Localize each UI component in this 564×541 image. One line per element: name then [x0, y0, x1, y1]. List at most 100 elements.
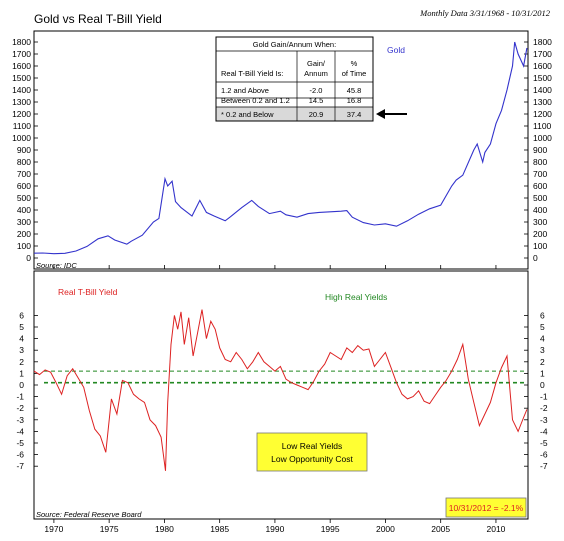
gold-ytick-label-right: 1200 [533, 109, 552, 119]
yield-ytick-label-right: -1 [540, 392, 548, 402]
stats-table-title: Gold Gain/Annum When: [253, 40, 336, 49]
yield-ytick-label-left: 6 [19, 310, 24, 320]
xtick-label: 2005 [431, 524, 450, 534]
xtick-label: 1970 [44, 524, 63, 534]
yield-ytick-label-left: -1 [16, 392, 24, 402]
gold-ytick-label-right: 200 [533, 229, 547, 239]
stats-table-cell: 45.8 [347, 86, 362, 95]
high-real-yields-label: High Real Yields [325, 292, 387, 302]
gold-ytick-label-right: 1000 [533, 133, 552, 143]
yield-ytick-label-left: -3 [16, 415, 24, 425]
yield-ytick-label-right: 0 [540, 380, 545, 390]
yield-ytick-label-right: -7 [540, 461, 548, 471]
gold-ytick-label-left: 1700 [12, 49, 31, 59]
xtick-label: 1995 [321, 524, 340, 534]
yield-ytick-label-right: -6 [540, 450, 548, 460]
gold-ytick-label-left: 1300 [12, 97, 31, 107]
gold-ytick-label-right: 1800 [533, 37, 552, 47]
stats-table-border [215, 36, 374, 122]
gold-series-label: Gold [387, 45, 405, 55]
yield-ytick-label-left: -5 [16, 438, 24, 448]
xtick-label: 1990 [265, 524, 284, 534]
gold-ytick-label-right: 1300 [533, 97, 552, 107]
low-opportunity-cost-label: Low Opportunity Cost [271, 454, 353, 464]
yield-ytick-label-right: 6 [540, 310, 545, 320]
gold-ytick-label-left: 1500 [12, 73, 31, 83]
chart-title: Gold vs Real T-Bill Yield [34, 12, 162, 26]
stats-table-cell: 37.4 [347, 110, 362, 119]
gold-ytick-label-left: 1800 [12, 37, 31, 47]
gold-ytick-label-right: 300 [533, 217, 547, 227]
gold-ytick-label-left: 0 [26, 253, 31, 263]
gold-ytick-label-left: 1600 [12, 61, 31, 71]
xtick-label: 2010 [486, 524, 505, 534]
low-yields-callout-box [256, 432, 368, 472]
pointer-arrow-head [376, 109, 385, 119]
gold-ytick-label-right: 600 [533, 181, 547, 191]
stats-table-header: % [351, 59, 358, 68]
data-range-note: Monthly Data 3/31/1968 - 10/31/2012 [420, 8, 550, 18]
xtick-label: 2000 [376, 524, 395, 534]
yield-ytick-label-left: -4 [16, 426, 24, 436]
yield-ytick-label-left: -6 [16, 450, 24, 460]
gold-ytick-label-right: 1500 [533, 73, 552, 83]
stats-table-cell: 1.2 and Above [221, 86, 269, 95]
yield-ytick-label-right: -2 [540, 403, 548, 413]
gold-ytick-label-left: 1000 [12, 133, 31, 143]
gold-ytick-label-right: 700 [533, 169, 547, 179]
stats-table-header: Real T-Bill Yield Is: [221, 69, 283, 78]
yield-ytick-label-right: 4 [540, 334, 545, 344]
gold-ytick-label-right: 1700 [533, 49, 552, 59]
gold-ytick-label-right: 1600 [533, 61, 552, 71]
yield-ytick-label-right: -3 [540, 415, 548, 425]
gold-ytick-label-right: 800 [533, 157, 547, 167]
yield-ytick-label-left: 3 [19, 345, 24, 355]
xtick-label: 1980 [155, 524, 174, 534]
latest-value-box [445, 497, 527, 518]
real-yield-line [33, 309, 528, 471]
xtick-label: 1985 [210, 524, 229, 534]
gold-ytick-label-right: 0 [533, 253, 538, 263]
yield-ytick-label-right: 1 [540, 368, 545, 378]
gold-ytick-label-left: 300 [17, 217, 31, 227]
yield-ytick-label-left: 4 [19, 334, 24, 344]
stats-table-cell: 20.9 [309, 110, 324, 119]
yield-ytick-label-right: -4 [540, 426, 548, 436]
gold-ytick-label-left: 1400 [12, 85, 31, 95]
stats-table-header: Gain/ [307, 59, 326, 68]
yield-ytick-label-left: -7 [16, 461, 24, 471]
gold-ytick-label-left: 800 [17, 157, 31, 167]
gold-ytick-label-left: 100 [17, 241, 31, 251]
yield-panel-frame [33, 270, 529, 520]
latest-value-label: 10/31/2012 = -2.1% [449, 503, 524, 513]
stats-table-cell: Between 0.2 and 1.2 [221, 96, 290, 105]
stats-table-header: Annum [304, 69, 328, 78]
stats-table-cell: * 0.2 and Below [221, 110, 274, 119]
low-real-yields-label: Low Real Yields [282, 441, 342, 451]
gold-ytick-label-right: 500 [533, 193, 547, 203]
yield-ytick-label-left: 0 [19, 380, 24, 390]
gold-ytick-label-right: 1400 [533, 85, 552, 95]
yield-ytick-label-right: 3 [540, 345, 545, 355]
yield-ytick-label-left: -2 [16, 403, 24, 413]
gold-ytick-label-left: 500 [17, 193, 31, 203]
gold-ytick-label-right: 1100 [533, 121, 552, 131]
stats-table-cell: 16.8 [347, 96, 362, 105]
yield-series-label: Real T-Bill Yield [58, 287, 118, 297]
gold-ytick-label-right: 400 [533, 205, 547, 215]
stats-table-cell: 14.5 [309, 96, 324, 105]
gold-ytick-label-left: 1200 [12, 109, 31, 119]
yield-ytick-label-right: 2 [540, 357, 545, 367]
yield-ytick-label-right: -5 [540, 438, 548, 448]
yield-ytick-label-left: 5 [19, 322, 24, 332]
gold-ytick-label-left: 700 [17, 169, 31, 179]
gold-price-line [33, 41, 528, 255]
yield-ytick-label-right: 5 [540, 322, 545, 332]
yield-source-note: Source: Federal Reserve Board [36, 510, 142, 519]
gold-ytick-label-left: 1100 [13, 121, 32, 131]
gold-ytick-label-left: 200 [17, 229, 31, 239]
gold-ytick-label-left: 400 [17, 205, 31, 215]
gold-ytick-label-left: 600 [17, 181, 31, 191]
stats-table-highlight-row [216, 107, 373, 121]
